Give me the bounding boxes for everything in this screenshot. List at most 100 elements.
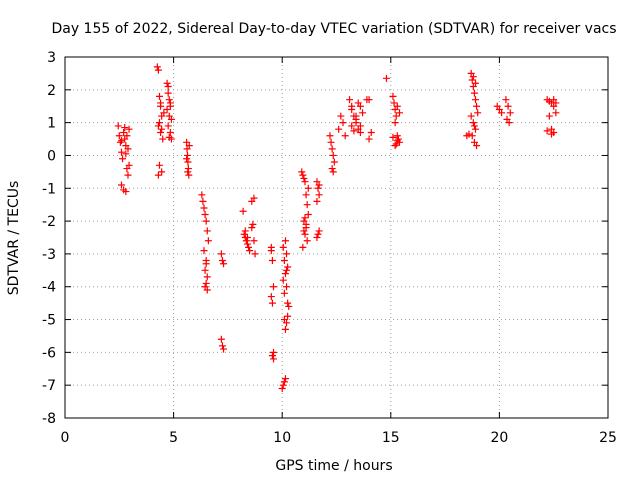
data-point <box>241 227 249 235</box>
data-point <box>285 302 293 310</box>
data-point <box>268 352 276 360</box>
data-point <box>365 96 373 104</box>
data-point <box>352 112 360 120</box>
data-point <box>239 207 247 215</box>
data-point <box>390 99 398 107</box>
data-point <box>284 263 292 271</box>
y-tick-label: 2 <box>47 83 56 99</box>
data-point <box>164 83 172 91</box>
data-point <box>348 122 356 130</box>
data-point <box>468 76 476 84</box>
data-point <box>395 109 403 117</box>
data-point <box>303 237 311 245</box>
data-point <box>203 273 211 281</box>
x-axis-title: GPS time / hours <box>275 458 392 474</box>
x-tick-label: 0 <box>61 430 70 446</box>
data-point <box>267 247 275 255</box>
data-point <box>202 279 210 287</box>
data-point <box>280 378 288 386</box>
data-point <box>341 132 349 140</box>
x-tick-label: 10 <box>273 430 291 446</box>
data-point <box>122 188 130 196</box>
data-point <box>543 127 551 135</box>
data-point <box>346 96 354 104</box>
data-point <box>122 150 130 158</box>
data-point <box>548 130 556 138</box>
data-point <box>125 161 133 169</box>
data-point <box>505 119 513 127</box>
data-point <box>280 289 288 297</box>
data-point <box>201 211 209 219</box>
data-point <box>304 184 312 192</box>
data-point <box>220 345 228 353</box>
data-point <box>279 381 287 389</box>
data-point <box>268 299 276 307</box>
y-tick-label: -4 <box>42 280 56 296</box>
data-point <box>339 119 347 127</box>
data-point <box>313 234 321 241</box>
data-point <box>506 109 514 117</box>
data-point <box>199 197 207 205</box>
data-point <box>468 132 476 140</box>
data-point <box>217 335 225 343</box>
data-point <box>184 165 192 173</box>
data-point <box>243 234 251 241</box>
y-tick-label: 0 <box>47 148 56 164</box>
data-point <box>270 355 278 363</box>
data-point <box>183 155 191 163</box>
data-point <box>304 211 312 219</box>
data-point <box>159 135 167 143</box>
data-point <box>283 283 291 291</box>
data-point <box>279 243 287 251</box>
data-point <box>337 112 345 120</box>
data-point <box>392 112 400 120</box>
data-point <box>167 135 175 143</box>
data-point <box>348 106 356 114</box>
data-point <box>185 142 193 150</box>
data-point <box>166 102 174 110</box>
data-point <box>359 109 367 117</box>
data-point <box>278 384 286 392</box>
data-point <box>163 79 171 87</box>
grid <box>65 57 608 418</box>
data-point <box>270 348 278 356</box>
data-point <box>314 184 322 192</box>
data-point <box>204 237 212 245</box>
data-point <box>315 181 323 189</box>
data-point <box>243 240 251 248</box>
data-point <box>114 122 122 130</box>
data-point <box>155 119 163 127</box>
data-point <box>124 171 132 179</box>
x-tick-label: 20 <box>490 430 508 446</box>
data-point <box>283 266 291 274</box>
data-point <box>242 237 250 245</box>
data-point <box>365 135 373 143</box>
data-point <box>158 168 166 176</box>
y-tick-label: -2 <box>42 214 56 230</box>
data-point <box>545 112 553 120</box>
data-point <box>121 124 129 132</box>
x-tick-label: 25 <box>599 430 617 446</box>
data-point <box>326 132 334 140</box>
data-point <box>164 89 172 97</box>
data-point <box>299 243 307 251</box>
data-point <box>154 122 162 130</box>
data-point <box>202 260 210 268</box>
data-point <box>116 138 124 146</box>
data-point <box>245 243 253 251</box>
data-point <box>153 63 161 71</box>
data-point <box>163 106 171 114</box>
data-point <box>246 247 254 255</box>
data-point <box>391 142 399 150</box>
data-point <box>281 237 289 245</box>
data-point <box>185 171 193 179</box>
y-tick-label: -1 <box>42 181 56 197</box>
data-point <box>125 125 133 133</box>
data-point <box>470 89 478 97</box>
data-point <box>391 119 399 127</box>
data-point <box>313 197 321 205</box>
data-point <box>154 171 162 179</box>
data-point <box>465 130 473 138</box>
plot-frame <box>64 56 609 419</box>
data-point <box>117 148 125 156</box>
